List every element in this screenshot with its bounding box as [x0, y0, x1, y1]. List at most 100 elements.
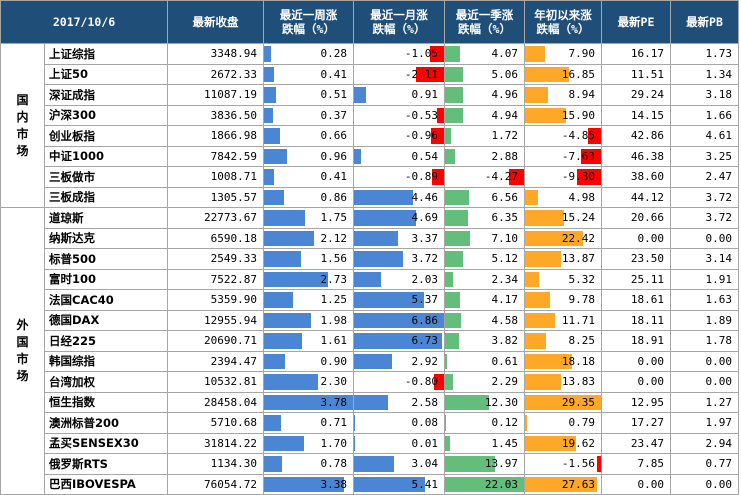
- pe-value: 20.66: [602, 208, 671, 229]
- week-change-cell: 0.51: [264, 85, 354, 106]
- region-label-char: 市: [16, 352, 28, 366]
- month-change-cell: 3.37: [354, 228, 445, 249]
- ytd-change-label: 0.79: [525, 413, 601, 432]
- ytd-change-label: 9.78: [525, 290, 601, 309]
- quarter-change-label: 6.56: [445, 188, 524, 207]
- month-change-cell: 6.73: [354, 331, 445, 352]
- month-change-label: 0.01: [354, 434, 444, 453]
- week-change-cell: 0.41: [264, 167, 354, 188]
- month-change-label: 5.41: [354, 475, 444, 494]
- close-value: 1305.57: [168, 187, 264, 208]
- close-value: 3836.50: [168, 105, 264, 126]
- week-change-label: 0.96: [264, 147, 353, 166]
- pb-value: 3.14: [671, 249, 739, 270]
- week-change-cell: 1.75: [264, 208, 354, 229]
- pb-value: 1.66: [671, 105, 739, 126]
- ytd-change-cell: 5.32: [525, 269, 602, 290]
- pb-value: 1.78: [671, 331, 739, 352]
- month-change-cell: 0.54: [354, 146, 445, 167]
- month-change-cell: -0.80: [354, 372, 445, 393]
- ytd-change-label: 16.85: [525, 65, 601, 84]
- ytd-change-cell: 7.90: [525, 44, 602, 65]
- month-change-cell: -1.05: [354, 44, 445, 65]
- month-change-label: 5.37: [354, 290, 444, 309]
- month-change-label: 2.03: [354, 270, 444, 289]
- month-change-cell: 4.69: [354, 208, 445, 229]
- pb-value: 1.73: [671, 44, 739, 65]
- ytd-change-cell: 27.63: [525, 474, 602, 495]
- month-change-label: 6.73: [354, 331, 444, 350]
- quarter-change-cell: 2.29: [445, 372, 525, 393]
- ytd-change-cell: 11.71: [525, 310, 602, 331]
- quarter-change-cell: 22.03: [445, 474, 525, 495]
- index-name: 沪深300: [45, 105, 168, 126]
- header-pe: 最新PE: [602, 1, 671, 44]
- region-label: 国内市场: [1, 44, 45, 208]
- index-name: 纳斯达克: [45, 228, 168, 249]
- quarter-change-cell: 0.12: [445, 413, 525, 434]
- quarter-change-cell: 7.10: [445, 228, 525, 249]
- month-change-cell: 3.72: [354, 249, 445, 270]
- index-name: 上证50: [45, 64, 168, 85]
- close-value: 76054.72: [168, 474, 264, 495]
- ytd-change-label: 18.18: [525, 352, 601, 371]
- month-change-cell: 6.86: [354, 310, 445, 331]
- index-name: 创业板指: [45, 126, 168, 147]
- month-change-cell: 0.91: [354, 85, 445, 106]
- month-change-cell: -0.89: [354, 167, 445, 188]
- week-change-label: 0.90: [264, 352, 353, 371]
- close-value: 12955.94: [168, 310, 264, 331]
- ytd-change-cell: 16.85: [525, 64, 602, 85]
- ytd-change-label: 8.25: [525, 331, 601, 350]
- ytd-change-cell: 8.25: [525, 331, 602, 352]
- quarter-change-cell: 2.88: [445, 146, 525, 167]
- ytd-change-cell: 19.62: [525, 433, 602, 454]
- header-quarter-line1: 最近一季涨: [456, 8, 514, 22]
- ytd-change-label: 8.94: [525, 85, 601, 104]
- header-ytd-line2: 跌幅（%）: [537, 22, 590, 36]
- quarter-change-label: 5.06: [445, 65, 524, 84]
- close-value: 1866.98: [168, 126, 264, 147]
- ytd-change-cell: 9.78: [525, 290, 602, 311]
- week-change-label: 0.66: [264, 126, 353, 145]
- close-value: 22773.67: [168, 208, 264, 229]
- close-value: 20690.71: [168, 331, 264, 352]
- header-close: 最新收盘: [168, 1, 264, 44]
- pb-value: 1.89: [671, 310, 739, 331]
- week-change-cell: 0.41: [264, 64, 354, 85]
- index-name: 中证1000: [45, 146, 168, 167]
- ytd-change-cell: 13.83: [525, 372, 602, 393]
- quarter-change-cell: 4.96: [445, 85, 525, 106]
- quarter-change-label: 12.30: [445, 393, 524, 412]
- ytd-change-label: -1.56: [525, 454, 601, 473]
- ytd-change-label: 5.32: [525, 270, 601, 289]
- header-row: 2017/10/6 最新收盘 最近一周涨跌幅（%） 最近一月涨跌幅（%） 最近一…: [1, 1, 739, 44]
- ytd-change-label: 7.90: [525, 44, 601, 63]
- week-change-label: 0.41: [264, 65, 353, 84]
- ytd-change-label: 13.83: [525, 372, 601, 391]
- week-change-label: 1.70: [264, 434, 353, 453]
- close-value: 28458.04: [168, 392, 264, 413]
- month-change-label: -0.53: [354, 106, 444, 125]
- week-change-label: 0.41: [264, 167, 353, 186]
- close-value: 11087.19: [168, 85, 264, 106]
- quarter-change-label: 2.34: [445, 270, 524, 289]
- pe-value: 18.91: [602, 331, 671, 352]
- month-change-label: -0.80: [354, 372, 444, 391]
- week-change-label: 1.98: [264, 311, 353, 330]
- month-change-label: -0.89: [354, 167, 444, 186]
- ytd-change-cell: -9.30: [525, 167, 602, 188]
- close-value: 10532.81: [168, 372, 264, 393]
- quarter-change-label: -4.27: [445, 167, 524, 186]
- week-change-cell: 0.66: [264, 126, 354, 147]
- header-week-line2: 跌幅（%）: [282, 22, 335, 36]
- ytd-change-label: 13.87: [525, 249, 601, 268]
- pe-value: 38.60: [602, 167, 671, 188]
- ytd-change-cell: -7.63: [525, 146, 602, 167]
- quarter-change-label: 4.07: [445, 44, 524, 63]
